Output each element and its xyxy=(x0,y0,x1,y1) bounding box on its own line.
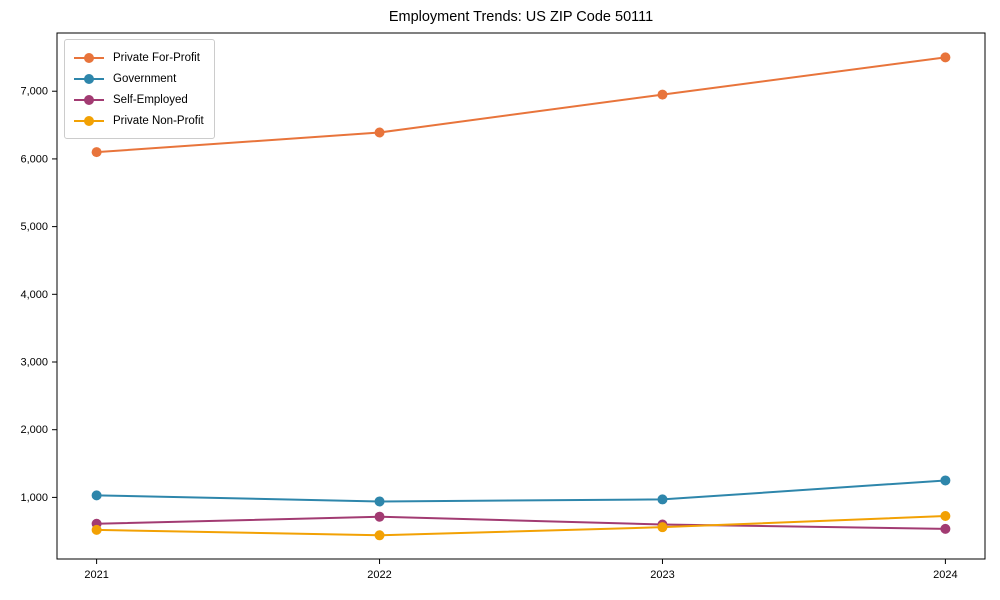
legend-item-government: Government xyxy=(74,68,204,89)
legend-marker-icon xyxy=(74,73,104,84)
axes-frame xyxy=(56,32,986,560)
series-line-self-employed xyxy=(96,515,946,530)
series-point-private-non-profit xyxy=(657,522,668,533)
series-point-government xyxy=(657,494,668,505)
series-line-government xyxy=(96,479,946,503)
series-point-government xyxy=(91,490,102,501)
y-tick-label: 1,000 xyxy=(20,492,48,504)
series-point-government xyxy=(374,496,385,507)
x-tick-label: 2023 xyxy=(650,569,674,581)
y-tick-label: 7,000 xyxy=(20,86,48,98)
chart-title: Employment Trends: US ZIP Code 50111 xyxy=(388,9,654,25)
legend-marker-icon xyxy=(74,115,104,126)
series-point-private-for-profit xyxy=(91,147,102,158)
series-line-private-for-profit xyxy=(96,56,946,154)
legend: Private For-Profit Government Self-Employe… xyxy=(64,39,215,139)
legend-label: Self-Employed xyxy=(113,93,188,106)
series-point-self-employed xyxy=(940,523,951,534)
legend-item-private-for-profit: Private For-Profit xyxy=(74,47,204,68)
x-tick-label: 2024 xyxy=(933,569,957,581)
series-point-private-for-profit xyxy=(940,52,951,63)
legend-label: Government xyxy=(113,72,177,85)
series-point-private-non-profit xyxy=(940,511,951,522)
y-tick-label: 3,000 xyxy=(20,357,48,369)
legend-item-private-non-profit: Private Non-Profit xyxy=(74,110,204,131)
series-line-private-non-profit xyxy=(96,515,946,537)
y-tick-label: 4,000 xyxy=(20,289,48,301)
series-point-private-non-profit xyxy=(91,524,102,535)
legend-marker-icon xyxy=(74,94,104,105)
legend-label: Private Non-Profit xyxy=(113,114,204,127)
x-tick-label: 2022 xyxy=(367,569,391,581)
y-tick-label: 2,000 xyxy=(20,424,48,436)
series-point-private-for-profit xyxy=(657,89,668,100)
series-point-private-non-profit xyxy=(374,530,385,541)
legend-label: Private For-Profit xyxy=(113,51,200,64)
x-tick-label: 2021 xyxy=(84,569,108,581)
series-point-private-for-profit xyxy=(374,127,385,138)
series-point-government xyxy=(940,475,951,486)
y-tick-label: 5,000 xyxy=(20,221,48,233)
series-point-self-employed xyxy=(374,511,385,522)
legend-marker-icon xyxy=(74,52,104,63)
legend-item-self-employed: Self-Employed xyxy=(74,89,204,110)
y-tick-label: 6,000 xyxy=(20,153,48,165)
